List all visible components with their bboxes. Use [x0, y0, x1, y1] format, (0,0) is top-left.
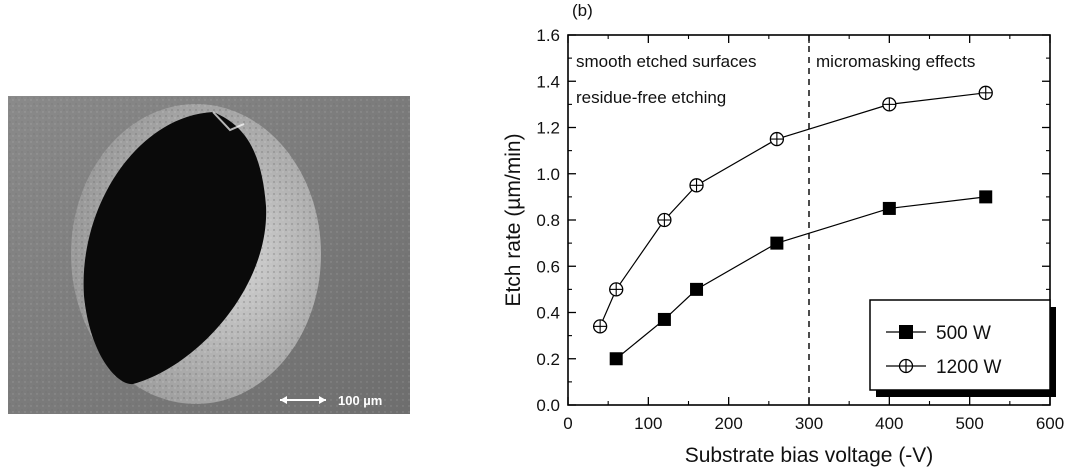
x-tick-label: 0 [563, 414, 572, 433]
series-line-0 [615, 196, 986, 360]
y-tick-label: 0.2 [536, 350, 560, 369]
y-axis-label: Etch rate (µm/min) [502, 133, 525, 306]
data-point-1200w [769, 131, 785, 147]
scale-bar-label: 100 µm [338, 393, 382, 408]
y-tick-label: 0.4 [536, 304, 560, 323]
annotation-micromasking: micromasking effects [816, 52, 975, 71]
legend-box [869, 299, 1051, 391]
legend-label-500w: 500 W [936, 323, 991, 344]
x-tick-label: 200 [714, 414, 742, 433]
y-tick-label: 0.8 [536, 211, 560, 230]
y-tick-label: 1.4 [536, 72, 560, 91]
data-point-500w [690, 282, 704, 296]
y-tick-label: 1.6 [536, 26, 560, 45]
hole-opening [83, 112, 267, 385]
data-point-500w [770, 236, 784, 250]
x-tick-label: 500 [955, 414, 983, 433]
tick-labels: 0 100 200 300 400 500 600 0.0 0.2 0.4 0.6 0.8 1.0 1.2… [536, 26, 1064, 433]
etch-rate-chart: (b) 0 100 200 300 400 500 600 0.0 0.2 0.4 0.6 0.8 1.… [502, 1, 1064, 467]
x-tick-label: 300 [795, 414, 823, 433]
y-tick-label: 1.0 [536, 165, 560, 184]
data-point-500w [609, 352, 623, 366]
data-point-500w [657, 312, 671, 326]
data-point-500w [979, 190, 993, 204]
x-tick-label: 600 [1036, 414, 1064, 433]
x-tick-label: 100 [634, 414, 662, 433]
panel-letter: (b) [572, 1, 593, 20]
series-layer [592, 85, 993, 366]
x-axis-label: Substrate bias voltage (-V) [685, 444, 934, 467]
sem-micrograph: 100 µm [8, 96, 410, 414]
sem-image: 100 µm [8, 96, 410, 414]
annotation-smooth-surfaces: smooth etched surfaces [576, 52, 756, 71]
data-point-1200w [882, 97, 897, 112]
data-point-1200w [657, 212, 672, 228]
data-point-1200w [609, 282, 624, 297]
annotation-residue-free: residue-free etching [576, 88, 726, 107]
legend: 500 W 1200 W [869, 299, 1056, 397]
y-tick-label: 0.0 [536, 396, 560, 415]
legend-label-1200w: 1200 W [936, 357, 1002, 378]
data-point-500w [882, 201, 896, 215]
y-tick-label: 0.6 [536, 257, 560, 276]
legend-marker-500w [899, 325, 913, 339]
series-line-1 [599, 92, 986, 327]
data-point-1200w [689, 178, 704, 193]
data-point-1200w [592, 319, 608, 334]
data-point-1200w [978, 85, 993, 100]
y-tick-label: 1.2 [536, 119, 560, 138]
chart-panel: (b) 0 100 200 300 400 500 600 0.0 0.2 0.4 0.6 0.8 1.… [470, 0, 1084, 472]
x-tick-label: 400 [875, 414, 903, 433]
